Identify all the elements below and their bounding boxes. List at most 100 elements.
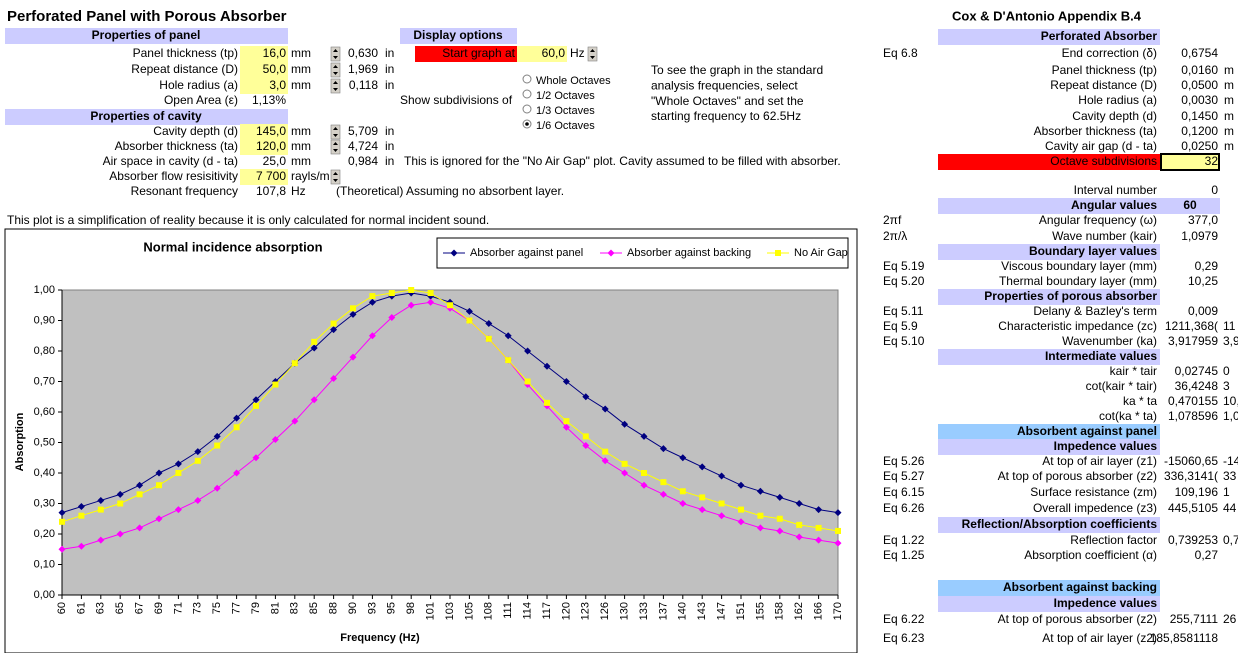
data-point [718,500,725,507]
converted-value: 1,969 [348,62,378,76]
input-cell [240,62,288,78]
data-point [698,463,706,471]
x-tick-label: 77 [231,602,243,614]
data-point [834,509,842,517]
radio-button[interactable] [522,89,532,99]
spinner-arrow-up [333,142,338,145]
x-tick-label: 103 [444,602,456,620]
field-value: 7 700 [256,169,286,183]
equation-ref: Eq 5.11 [883,304,924,318]
calc-value: 0,1200 [1181,124,1218,138]
data-point [698,506,706,514]
calc-section-bg [938,424,1160,440]
calc-label: Wave number (kair) [1052,229,1157,243]
data-point [272,381,279,388]
calc-value: 377,0 [1188,213,1218,227]
data-point [660,479,667,486]
calc-label: At top of air layer (z2) [1042,631,1157,645]
spinner[interactable] [330,46,341,62]
calc-header: Boundary layer values [1029,244,1157,258]
chart-title: Normal incidence absorption [143,239,322,254]
data-point [136,524,144,532]
data-point [136,481,144,489]
radio-button[interactable] [522,104,532,114]
data-point [621,469,629,477]
plot-area [61,289,839,596]
x-tick-label: 111 [502,602,514,619]
section-header-bg [400,28,517,44]
data-point [388,290,395,297]
section-header: Properties of panel [92,28,201,42]
section-header-bg [5,109,288,125]
legend-marker [450,249,458,257]
data-point [776,527,784,535]
spinner-arrow-up [590,49,595,52]
data-point [504,332,512,340]
calc-label: At top of porous absorber (z2) [998,612,1157,626]
data-point [485,335,492,342]
calc-label: ka * ta [1123,394,1157,408]
x-tick-label: 105 [463,602,475,620]
spinner[interactable] [330,62,341,78]
field-unit: Hz [291,184,306,198]
x-tick-label: 98 [405,602,417,614]
x-tick-label: 93 [366,602,378,614]
x-tick-label: 170 [832,602,844,620]
calc-label: Octave subdivisions [1050,154,1157,168]
equation-ref: Eq 5.27 [883,469,925,483]
data-point [659,490,667,498]
data-point [738,506,744,513]
x-tick-label: 65 [114,602,126,614]
data-point [679,488,686,495]
calc-value: 0,739253 [1168,533,1218,547]
x-tick-label: 101 [425,602,437,620]
calc-extra: 0,7 [1223,533,1238,547]
equation-ref: Eq 5.26 [883,454,925,468]
calc-label: Surface resistance (zm) [1030,485,1157,499]
field-unit: mm [291,78,311,92]
x-tick-label: 137 [657,602,669,620]
field-note: (Theoretical) Assuming no absorbent laye… [336,184,564,198]
radio-dot [525,122,529,126]
y-axis-label: Absorption [14,412,26,471]
calc-unit: m [1224,124,1234,138]
y-tick-label: 0,10 [34,558,55,570]
data-point [156,482,162,489]
y-tick-label: 0,00 [34,589,55,601]
calc-extra: 26 [1223,612,1237,626]
radio-button[interactable] [522,74,532,84]
y-tick-label: 0,40 [34,467,55,479]
field-value: 1,13% [252,93,286,107]
data-point [194,496,202,504]
calc-value: 0 [1211,183,1218,197]
data-point [349,310,357,318]
spinner[interactable] [330,78,341,94]
data-point [194,457,201,464]
data-point [737,518,745,526]
data-point [369,293,376,300]
radio-label: Whole Octaves [536,75,611,87]
spinner-arrow-up [333,127,338,130]
data-point [310,396,318,404]
calc-header: Perforated Absorber [1041,29,1158,43]
data-point [213,484,221,492]
equation-ref: Eq 6.23 [883,631,925,645]
spinner[interactable] [587,46,598,62]
calc-unit: m [1224,93,1234,107]
x-tick-label: 90 [347,602,359,614]
calc-extra: 1,0 [1223,409,1238,423]
calc-value: 0,29 [1195,259,1219,273]
data-point [796,521,803,528]
legend-label: Absorber against panel [470,247,583,259]
spinner[interactable] [330,169,341,185]
calc-extra: -14 [1223,454,1238,468]
data-point [543,362,551,370]
legend-marker [775,250,781,256]
spinner[interactable] [330,139,341,155]
input-cell [240,124,288,140]
calc-label: kair * tair [1110,364,1157,378]
y-tick-label: 0,20 [34,528,55,540]
calc-value: 0,0500 [1181,78,1218,92]
spinner[interactable] [330,124,341,140]
